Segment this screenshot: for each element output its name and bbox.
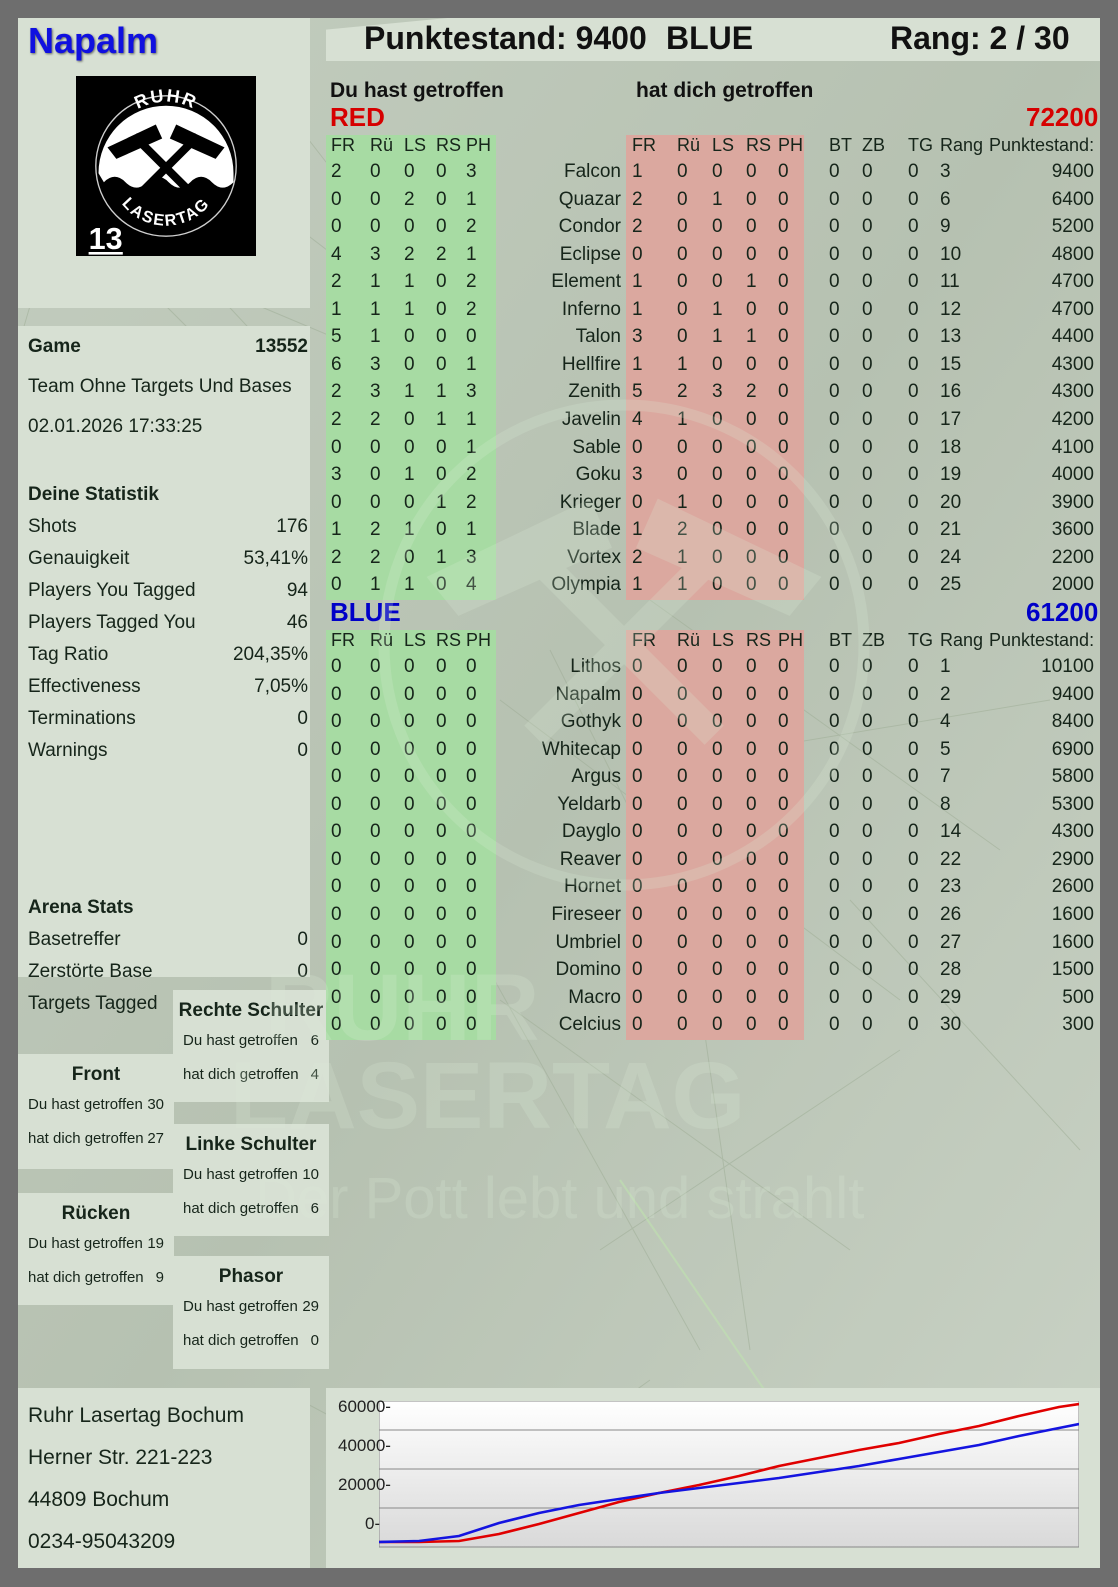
svg-text:13: 13	[89, 222, 123, 256]
svg-text:LASERTAG: LASERTAG	[118, 194, 213, 230]
